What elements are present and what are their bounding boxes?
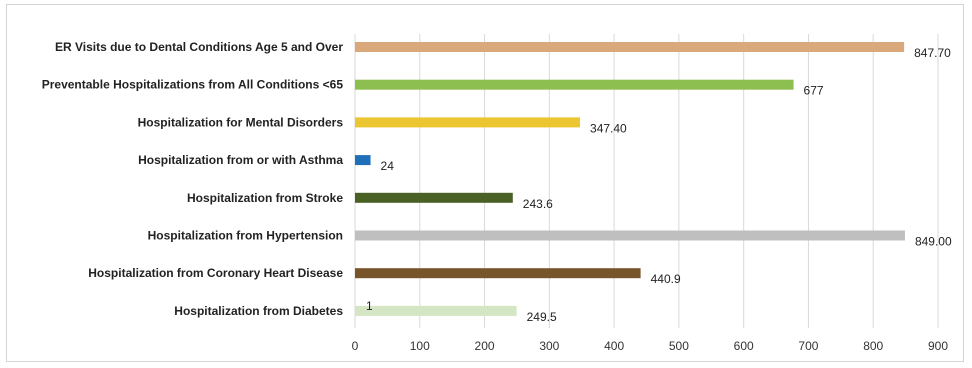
data-label-1: 847.70 xyxy=(914,46,951,60)
data-label-8: 249.5 xyxy=(527,310,557,324)
category-label-3: Hospitalization for Mental Disorders xyxy=(138,115,344,129)
bar-6 xyxy=(355,230,905,241)
gridlines xyxy=(354,34,939,328)
bar-5 xyxy=(355,192,513,203)
annotation-label: 1 xyxy=(366,299,373,313)
category-label-2: Preventable Hospitalizations from All Co… xyxy=(42,78,344,92)
x-tick-label-600: 600 xyxy=(734,339,754,353)
category-label-6: Hospitalization from Hypertension xyxy=(148,229,343,243)
x-tick-label-0: 0 xyxy=(352,339,359,353)
category-label-7: Hospitalization from Coronary Heart Dise… xyxy=(88,266,343,280)
x-tick-label-900: 900 xyxy=(928,339,948,353)
x-tick-label-700: 700 xyxy=(798,339,818,353)
data-label-4: 24 xyxy=(381,159,395,173)
bar-4 xyxy=(355,155,371,166)
x-tick-label-500: 500 xyxy=(669,339,689,353)
category-label-4: Hospitalization from or with Asthma xyxy=(138,153,343,167)
data-label-3: 347.40 xyxy=(590,121,627,135)
x-tick-label-300: 300 xyxy=(539,339,559,353)
category-label-5: Hospitalization from Stroke xyxy=(187,191,343,205)
labels: 0 100 200 300 400 500 600 700 800 900 ER Visits du… xyxy=(42,40,952,353)
data-label-5: 243.6 xyxy=(523,197,553,211)
x-tick-label-200: 200 xyxy=(475,339,495,353)
category-label-1: ER Visits due to Dental Conditions Age 5… xyxy=(55,40,343,54)
bars xyxy=(355,42,905,316)
data-label-7: 440.9 xyxy=(651,272,681,286)
data-label-6: 849.00 xyxy=(915,235,952,249)
x-tick-label-400: 400 xyxy=(604,339,624,353)
category-label-8: Hospitalization from Diabetes xyxy=(174,304,343,318)
x-tick-label-100: 100 xyxy=(410,339,430,353)
bar-1 xyxy=(355,42,905,52)
data-label-2: 677 xyxy=(804,84,824,98)
bar-8 xyxy=(355,305,517,316)
bar-7 xyxy=(355,268,641,279)
bar-2 xyxy=(355,79,794,90)
bar-3 xyxy=(355,117,581,128)
x-tick-label-800: 800 xyxy=(863,339,883,353)
